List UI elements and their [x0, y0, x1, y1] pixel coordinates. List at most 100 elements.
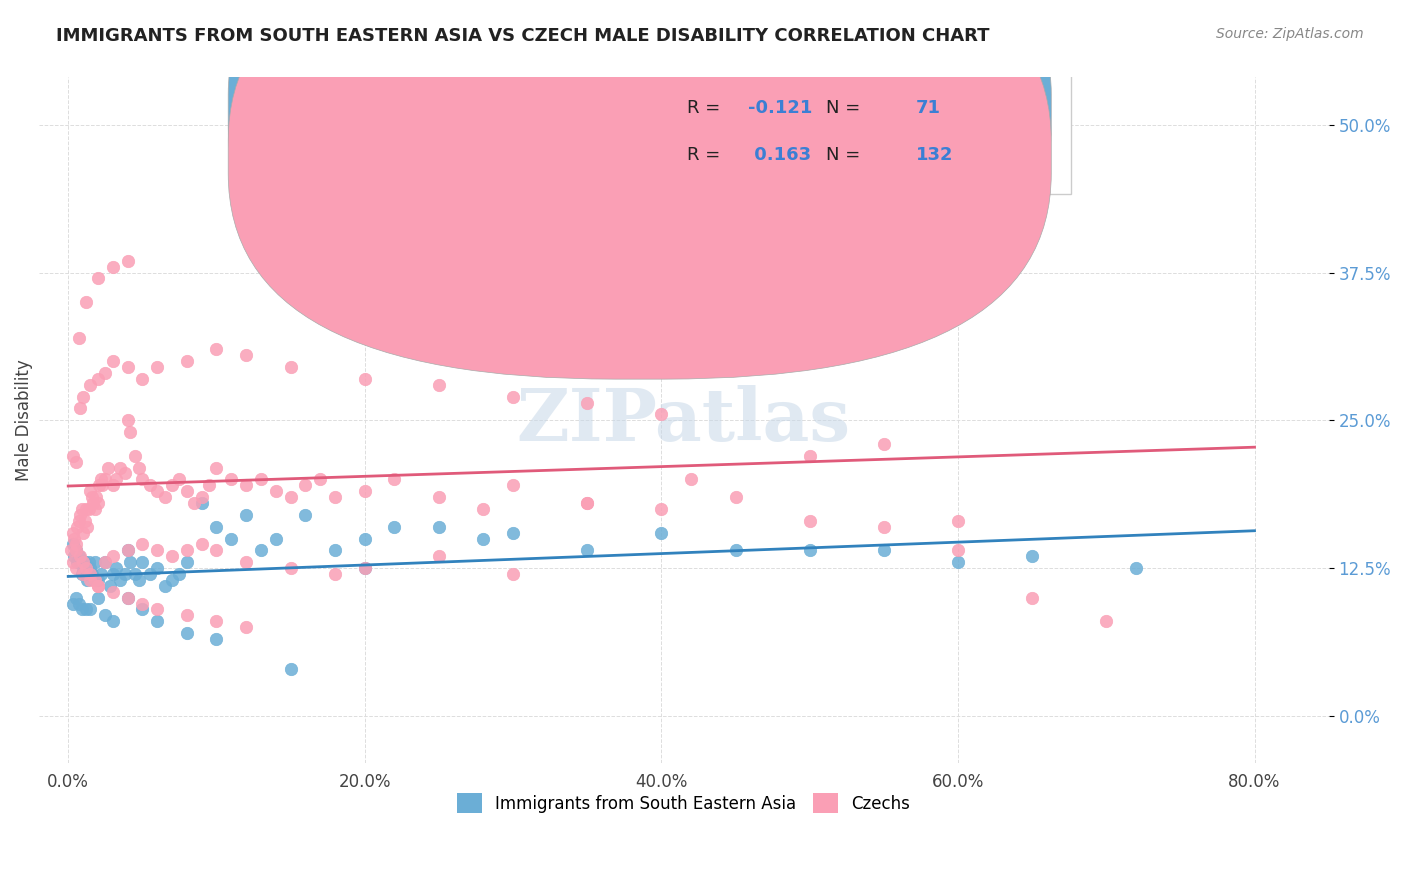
Point	[131, 472, 153, 486]
Point	[169, 566, 191, 581]
Point	[250, 543, 273, 558]
Point	[73, 514, 96, 528]
Text: 132: 132	[915, 146, 953, 164]
Point	[294, 508, 316, 522]
Point	[101, 566, 124, 581]
Point	[205, 543, 228, 558]
Point	[75, 566, 97, 581]
Point	[576, 496, 599, 510]
Point	[799, 543, 821, 558]
Point	[83, 573, 105, 587]
Point	[176, 484, 198, 499]
Point	[160, 478, 183, 492]
Point	[264, 532, 287, 546]
Point	[101, 614, 124, 628]
Point	[101, 584, 124, 599]
Point	[87, 271, 110, 285]
Point	[205, 460, 228, 475]
Point	[176, 626, 198, 640]
Point	[384, 165, 406, 179]
Point	[77, 555, 100, 569]
Point	[87, 579, 110, 593]
Point	[280, 561, 302, 575]
Point	[62, 537, 84, 551]
Point	[1021, 591, 1043, 605]
Point	[62, 597, 84, 611]
Point	[69, 555, 91, 569]
Point	[67, 597, 90, 611]
Point	[117, 360, 139, 375]
Point	[117, 413, 139, 427]
Point	[176, 543, 198, 558]
Legend: Immigrants from South Eastern Asia, Czechs: Immigrants from South Eastern Asia, Czec…	[447, 783, 921, 823]
Point	[72, 390, 94, 404]
Point	[427, 490, 450, 504]
Point	[97, 460, 120, 475]
Point	[70, 602, 93, 616]
Point	[198, 478, 221, 492]
Point	[66, 519, 89, 533]
Point	[873, 519, 896, 533]
Point	[65, 543, 87, 558]
Point	[101, 478, 124, 492]
Point	[264, 484, 287, 499]
Point	[353, 484, 375, 499]
Point	[353, 532, 375, 546]
Point	[205, 632, 228, 646]
Point	[1021, 549, 1043, 564]
Point	[101, 354, 124, 368]
Text: IMMIGRANTS FROM SOUTH EASTERN ASIA VS CZECH MALE DISABILITY CORRELATION CHART: IMMIGRANTS FROM SOUTH EASTERN ASIA VS CZ…	[56, 27, 990, 45]
Point	[82, 496, 104, 510]
Point	[146, 484, 169, 499]
Point	[77, 502, 100, 516]
Point	[472, 502, 495, 516]
Point	[576, 543, 599, 558]
Point	[1125, 561, 1147, 575]
Point	[384, 472, 406, 486]
Point	[1095, 614, 1118, 628]
Point	[83, 555, 105, 569]
Point	[104, 561, 127, 575]
Point	[66, 555, 89, 569]
Point	[87, 573, 110, 587]
Point	[63, 549, 86, 564]
Point	[799, 449, 821, 463]
Point	[65, 455, 87, 469]
Point	[146, 614, 169, 628]
Point	[427, 549, 450, 564]
Point	[67, 549, 90, 564]
Point	[94, 555, 117, 569]
Text: 71: 71	[915, 99, 941, 117]
Point	[131, 537, 153, 551]
Point	[72, 555, 94, 569]
Point	[502, 478, 524, 492]
Point	[221, 472, 243, 486]
Point	[146, 360, 169, 375]
Point	[650, 525, 672, 540]
Point	[190, 490, 212, 504]
Point	[124, 566, 146, 581]
Point	[131, 602, 153, 616]
Point	[139, 566, 162, 581]
Point	[576, 141, 599, 155]
Point	[176, 555, 198, 569]
Point	[353, 561, 375, 575]
Point	[502, 566, 524, 581]
Point	[73, 555, 96, 569]
Point	[724, 490, 747, 504]
Point	[76, 573, 98, 587]
Point	[323, 543, 346, 558]
Point	[946, 514, 969, 528]
Point	[235, 478, 257, 492]
Point	[128, 573, 150, 587]
Point	[502, 390, 524, 404]
Point	[70, 566, 93, 581]
Point	[79, 377, 101, 392]
Point	[117, 543, 139, 558]
Point	[280, 490, 302, 504]
Point	[117, 253, 139, 268]
Point	[67, 330, 90, 344]
Text: ZIPatlas: ZIPatlas	[516, 384, 851, 456]
Point	[83, 502, 105, 516]
Point	[679, 472, 702, 486]
